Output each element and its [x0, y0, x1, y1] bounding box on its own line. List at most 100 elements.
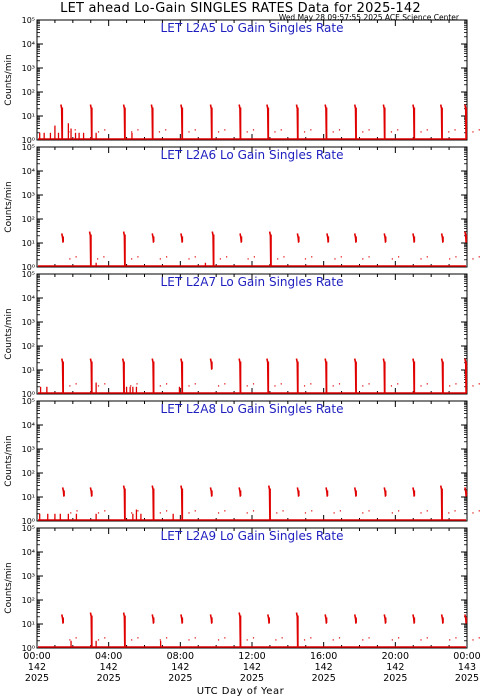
panel-2: 10⁰ 10¹ 10² 10³ 10⁴ 10⁵ Counts/min LET L2A6 Lo …: [4, 143, 480, 272]
y-tick-label: 10³: [22, 318, 35, 327]
scatter-dot: [310, 637, 312, 639]
scatter-dot: [472, 512, 474, 514]
scatter-dot: [362, 258, 364, 260]
x-tick-label-time: 04:00: [95, 651, 122, 662]
scatter-dot: [339, 510, 341, 512]
scatter-dot: [420, 639, 422, 641]
y-tick-label: 10³: [22, 191, 35, 200]
scatter-dot: [159, 639, 161, 641]
scatter-dot: [472, 131, 474, 133]
y-tick-label: 10²: [22, 88, 35, 97]
x-tick-label-year: 2025: [240, 673, 264, 684]
scatter-dot: [97, 385, 100, 387]
y-tick-label: 10⁰: [22, 517, 35, 526]
scatter-dot: [194, 129, 196, 131]
y-tick-label: 10⁴: [22, 167, 35, 176]
page-title: LET ahead Lo-Gain SINGLES RATES Data for…: [60, 1, 421, 16]
x-tick-label-time: 00:00: [23, 651, 50, 662]
scatter-dot: [224, 383, 226, 385]
scatter-dot: [398, 637, 400, 639]
scatter-dot: [131, 512, 133, 514]
scatter-dot: [276, 512, 278, 514]
scatter-dot: [338, 637, 341, 639]
scatter-dot: [303, 639, 306, 641]
panel-title: LET L2A5 Lo Gain Singles Rate: [161, 21, 344, 35]
scatter-dot: [311, 256, 313, 258]
y-tick-label: 10¹: [22, 239, 35, 248]
scatter-dot: [449, 639, 451, 641]
x-tick-label-doy: 142: [386, 662, 404, 673]
scatter-dot: [472, 258, 474, 260]
scatter-dot: [247, 258, 249, 260]
scatter-dot: [332, 385, 334, 387]
scatter-dot: [282, 510, 284, 512]
x-tick-label-time: 16:00: [310, 651, 337, 662]
y-tick-label: 10¹: [22, 493, 35, 502]
panel-title: LET L2A6 Lo Gain Singles Rate: [161, 148, 344, 162]
scatter-dot: [310, 129, 312, 131]
scatter-dot: [76, 510, 78, 512]
scatter-dot: [104, 129, 106, 131]
scatter-dot: [420, 385, 422, 387]
scatter-dot: [219, 258, 221, 260]
scatter-dot: [398, 510, 400, 512]
x-tick-label-time: 00:00: [453, 651, 480, 662]
scatter-dot: [104, 383, 106, 385]
scatter-dot: [252, 129, 255, 131]
scatter-dot: [420, 512, 422, 514]
scatter-dot: [455, 383, 457, 385]
scatter-dot: [303, 131, 306, 133]
panel-4: 10⁰ 10¹ 10² 10³ 10⁴ 10⁵ Counts/min LET L2A8 Lo …: [4, 397, 480, 526]
scatter-dot: [188, 385, 190, 387]
x-tick-label-time: 08:00: [167, 651, 194, 662]
scatter-dot: [75, 637, 77, 639]
scatter-dot: [478, 510, 480, 512]
scatter-dot: [97, 258, 99, 260]
scatter-dot: [332, 639, 334, 641]
scatter-dot: [137, 637, 139, 639]
scatter-dot: [159, 385, 161, 387]
scatter-dot: [75, 383, 77, 385]
scatter-dot: [137, 129, 139, 131]
scatter-dot: [397, 129, 399, 131]
scatter-dot: [455, 637, 457, 639]
panel-1: 10⁰ 10¹ 10² 10³ 10⁴ 10⁵ Counts/min LET L2A5 Lo …: [4, 16, 480, 145]
scatter-dot: [166, 256, 168, 258]
scatter-dot: [426, 129, 428, 131]
scatter-dot: [252, 510, 255, 512]
scatter-dot: [478, 383, 480, 385]
scatter-dot: [310, 383, 312, 385]
panel-title: LET L2A8 Lo Gain Singles Rate: [161, 402, 344, 416]
scatter-dot: [70, 512, 72, 514]
x-tick-label-doy: 142: [100, 662, 118, 673]
y-tick-label: 10⁵: [22, 397, 35, 406]
scatter-dot: [304, 258, 307, 260]
scatter-dot: [97, 131, 100, 133]
panel-frame: [36, 273, 468, 395]
x-axis-label: UTC Day of Year: [196, 686, 285, 697]
panel-5: 10⁰ 10¹ 10² 10³ 10⁴ 10⁵ Counts/min LET L2A9 Lo …: [4, 524, 480, 653]
scatter-dot: [391, 639, 393, 641]
scatter-dot: [280, 383, 282, 385]
y-tick-label: 10³: [22, 445, 35, 454]
scatter-dot: [368, 510, 370, 512]
panel-title: LET L2A7 Lo Gain Singles Rate: [161, 275, 344, 289]
scatter-dot: [159, 512, 161, 514]
scatter-dot: [246, 512, 248, 514]
y-tick-label: 10¹: [22, 112, 35, 121]
scatter-dot: [166, 383, 168, 385]
y-tick-label: 10²: [22, 215, 35, 224]
scatter-dot: [449, 385, 451, 387]
scatter-dot: [426, 383, 428, 385]
scatter-dot: [253, 256, 255, 258]
y-axis-label: Counts/min: [4, 435, 14, 486]
scatter-dot: [454, 510, 456, 512]
scatter-dot: [332, 131, 334, 133]
scatter-dot: [226, 256, 228, 258]
scatter-dot: [304, 512, 307, 514]
scatter-dot: [224, 637, 226, 639]
scatter-dot: [217, 385, 220, 387]
scatter-dot: [217, 512, 220, 514]
x-tick-label-doy: 142: [28, 662, 46, 673]
scatter-dot: [68, 131, 70, 133]
